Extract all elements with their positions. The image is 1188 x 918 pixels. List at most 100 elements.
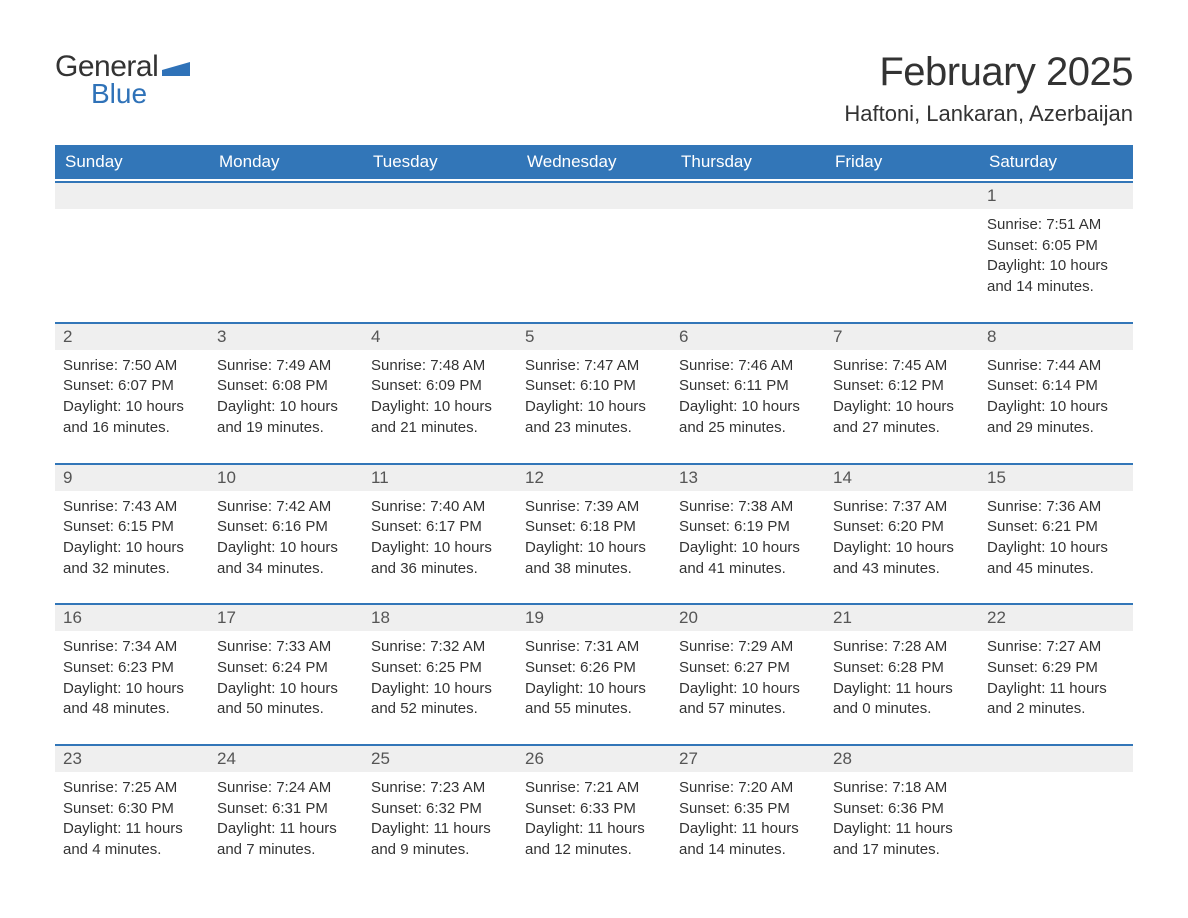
- logo-text-blue: Blue: [55, 78, 190, 110]
- day-cell: Sunrise: 7:21 AMSunset: 6:33 PMDaylight:…: [517, 772, 671, 871]
- day-number: 10: [209, 465, 363, 491]
- sunset-text: Sunset: 6:25 PM: [371, 658, 509, 679]
- day-cell: Sunrise: 7:32 AMSunset: 6:25 PMDaylight:…: [363, 631, 517, 730]
- sunset-text: Sunset: 6:11 PM: [679, 376, 817, 397]
- day-cell: Sunrise: 7:20 AMSunset: 6:35 PMDaylight:…: [671, 772, 825, 871]
- day-cell: [671, 209, 825, 308]
- daylight-text: Daylight: 11 hours and 2 minutes.: [987, 679, 1125, 720]
- day-number: 12: [517, 465, 671, 491]
- daylight-text: Daylight: 10 hours and 16 minutes.: [63, 397, 201, 438]
- day-cell: Sunrise: 7:50 AMSunset: 6:07 PMDaylight:…: [55, 350, 209, 449]
- sunset-text: Sunset: 6:32 PM: [371, 799, 509, 820]
- day-details: Sunrise: 7:27 AMSunset: 6:29 PMDaylight:…: [987, 637, 1125, 720]
- daylight-text: Daylight: 11 hours and 12 minutes.: [525, 819, 663, 860]
- day-cell: Sunrise: 7:28 AMSunset: 6:28 PMDaylight:…: [825, 631, 979, 730]
- day-number: 25: [363, 746, 517, 772]
- logo: General Blue: [55, 50, 190, 110]
- day-number: 22: [979, 605, 1133, 631]
- logo-flag-icon: [162, 58, 190, 76]
- day-number: 24: [209, 746, 363, 772]
- day-cell: Sunrise: 7:44 AMSunset: 6:14 PMDaylight:…: [979, 350, 1133, 449]
- day-cell: Sunrise: 7:31 AMSunset: 6:26 PMDaylight:…: [517, 631, 671, 730]
- day-cell: Sunrise: 7:23 AMSunset: 6:32 PMDaylight:…: [363, 772, 517, 871]
- day-details: Sunrise: 7:43 AMSunset: 6:15 PMDaylight:…: [63, 497, 201, 580]
- day-number: [979, 746, 1133, 772]
- sunset-text: Sunset: 6:15 PM: [63, 517, 201, 538]
- sunrise-text: Sunrise: 7:45 AM: [833, 356, 971, 377]
- day-number: 11: [363, 465, 517, 491]
- day-details: Sunrise: 7:47 AMSunset: 6:10 PMDaylight:…: [525, 356, 663, 439]
- day-cell: Sunrise: 7:46 AMSunset: 6:11 PMDaylight:…: [671, 350, 825, 449]
- day-cell: Sunrise: 7:40 AMSunset: 6:17 PMDaylight:…: [363, 491, 517, 590]
- day-details: Sunrise: 7:39 AMSunset: 6:18 PMDaylight:…: [525, 497, 663, 580]
- sunrise-text: Sunrise: 7:51 AM: [987, 215, 1125, 236]
- daylight-text: Daylight: 11 hours and 4 minutes.: [63, 819, 201, 860]
- day-cell: Sunrise: 7:29 AMSunset: 6:27 PMDaylight:…: [671, 631, 825, 730]
- day-number: 4: [363, 324, 517, 350]
- day-cell: [979, 772, 1133, 871]
- daylight-text: Daylight: 10 hours and 48 minutes.: [63, 679, 201, 720]
- day-number: 17: [209, 605, 363, 631]
- daylight-text: Daylight: 10 hours and 52 minutes.: [371, 679, 509, 720]
- sunset-text: Sunset: 6:10 PM: [525, 376, 663, 397]
- sunrise-text: Sunrise: 7:29 AM: [679, 637, 817, 658]
- day-header-mon: Monday: [209, 145, 363, 179]
- daylight-text: Daylight: 10 hours and 36 minutes.: [371, 538, 509, 579]
- sunset-text: Sunset: 6:14 PM: [987, 376, 1125, 397]
- location-text: Haftoni, Lankaran, Azerbaijan: [844, 101, 1133, 127]
- daylight-text: Daylight: 10 hours and 57 minutes.: [679, 679, 817, 720]
- sunset-text: Sunset: 6:31 PM: [217, 799, 355, 820]
- sunset-text: Sunset: 6:21 PM: [987, 517, 1125, 538]
- daylight-text: Daylight: 10 hours and 19 minutes.: [217, 397, 355, 438]
- day-cell: Sunrise: 7:27 AMSunset: 6:29 PMDaylight:…: [979, 631, 1133, 730]
- sunset-text: Sunset: 6:24 PM: [217, 658, 355, 679]
- day-details: Sunrise: 7:49 AMSunset: 6:08 PMDaylight:…: [217, 356, 355, 439]
- daylight-text: Daylight: 10 hours and 23 minutes.: [525, 397, 663, 438]
- daylight-text: Daylight: 11 hours and 9 minutes.: [371, 819, 509, 860]
- daylight-text: Daylight: 10 hours and 38 minutes.: [525, 538, 663, 579]
- daylight-text: Daylight: 10 hours and 27 minutes.: [833, 397, 971, 438]
- sunrise-text: Sunrise: 7:24 AM: [217, 778, 355, 799]
- day-cell: Sunrise: 7:39 AMSunset: 6:18 PMDaylight:…: [517, 491, 671, 590]
- sunrise-text: Sunrise: 7:49 AM: [217, 356, 355, 377]
- daylight-text: Daylight: 10 hours and 34 minutes.: [217, 538, 355, 579]
- day-cell: Sunrise: 7:24 AMSunset: 6:31 PMDaylight:…: [209, 772, 363, 871]
- day-details: Sunrise: 7:18 AMSunset: 6:36 PMDaylight:…: [833, 778, 971, 861]
- day-details: Sunrise: 7:28 AMSunset: 6:28 PMDaylight:…: [833, 637, 971, 720]
- day-cell: [363, 209, 517, 308]
- day-details: Sunrise: 7:25 AMSunset: 6:30 PMDaylight:…: [63, 778, 201, 861]
- sunset-text: Sunset: 6:35 PM: [679, 799, 817, 820]
- title-block: February 2025 Haftoni, Lankaran, Azerbai…: [844, 50, 1133, 127]
- month-title: February 2025: [844, 50, 1133, 95]
- day-details: Sunrise: 7:31 AMSunset: 6:26 PMDaylight:…: [525, 637, 663, 720]
- day-cell: Sunrise: 7:18 AMSunset: 6:36 PMDaylight:…: [825, 772, 979, 871]
- sunrise-text: Sunrise: 7:48 AM: [371, 356, 509, 377]
- daylight-text: Daylight: 10 hours and 41 minutes.: [679, 538, 817, 579]
- day-details: Sunrise: 7:32 AMSunset: 6:25 PMDaylight:…: [371, 637, 509, 720]
- sunrise-text: Sunrise: 7:21 AM: [525, 778, 663, 799]
- sunset-text: Sunset: 6:36 PM: [833, 799, 971, 820]
- day-number: 2: [55, 324, 209, 350]
- day-cell: Sunrise: 7:51 AMSunset: 6:05 PMDaylight:…: [979, 209, 1133, 308]
- day-details: Sunrise: 7:21 AMSunset: 6:33 PMDaylight:…: [525, 778, 663, 861]
- sunrise-text: Sunrise: 7:50 AM: [63, 356, 201, 377]
- day-number: 8: [979, 324, 1133, 350]
- day-header-tue: Tuesday: [363, 145, 517, 179]
- day-number: 7: [825, 324, 979, 350]
- sunrise-text: Sunrise: 7:33 AM: [217, 637, 355, 658]
- day-cell: Sunrise: 7:47 AMSunset: 6:10 PMDaylight:…: [517, 350, 671, 449]
- day-details: Sunrise: 7:44 AMSunset: 6:14 PMDaylight:…: [987, 356, 1125, 439]
- sunset-text: Sunset: 6:08 PM: [217, 376, 355, 397]
- day-details: Sunrise: 7:23 AMSunset: 6:32 PMDaylight:…: [371, 778, 509, 861]
- sunrise-text: Sunrise: 7:18 AM: [833, 778, 971, 799]
- sunrise-text: Sunrise: 7:40 AM: [371, 497, 509, 518]
- sunset-text: Sunset: 6:33 PM: [525, 799, 663, 820]
- sunset-text: Sunset: 6:20 PM: [833, 517, 971, 538]
- day-number: 23: [55, 746, 209, 772]
- day-number: [517, 183, 671, 209]
- day-number: 27: [671, 746, 825, 772]
- sunrise-text: Sunrise: 7:44 AM: [987, 356, 1125, 377]
- day-cell: Sunrise: 7:34 AMSunset: 6:23 PMDaylight:…: [55, 631, 209, 730]
- sunrise-text: Sunrise: 7:25 AM: [63, 778, 201, 799]
- daylight-text: Daylight: 10 hours and 14 minutes.: [987, 256, 1125, 297]
